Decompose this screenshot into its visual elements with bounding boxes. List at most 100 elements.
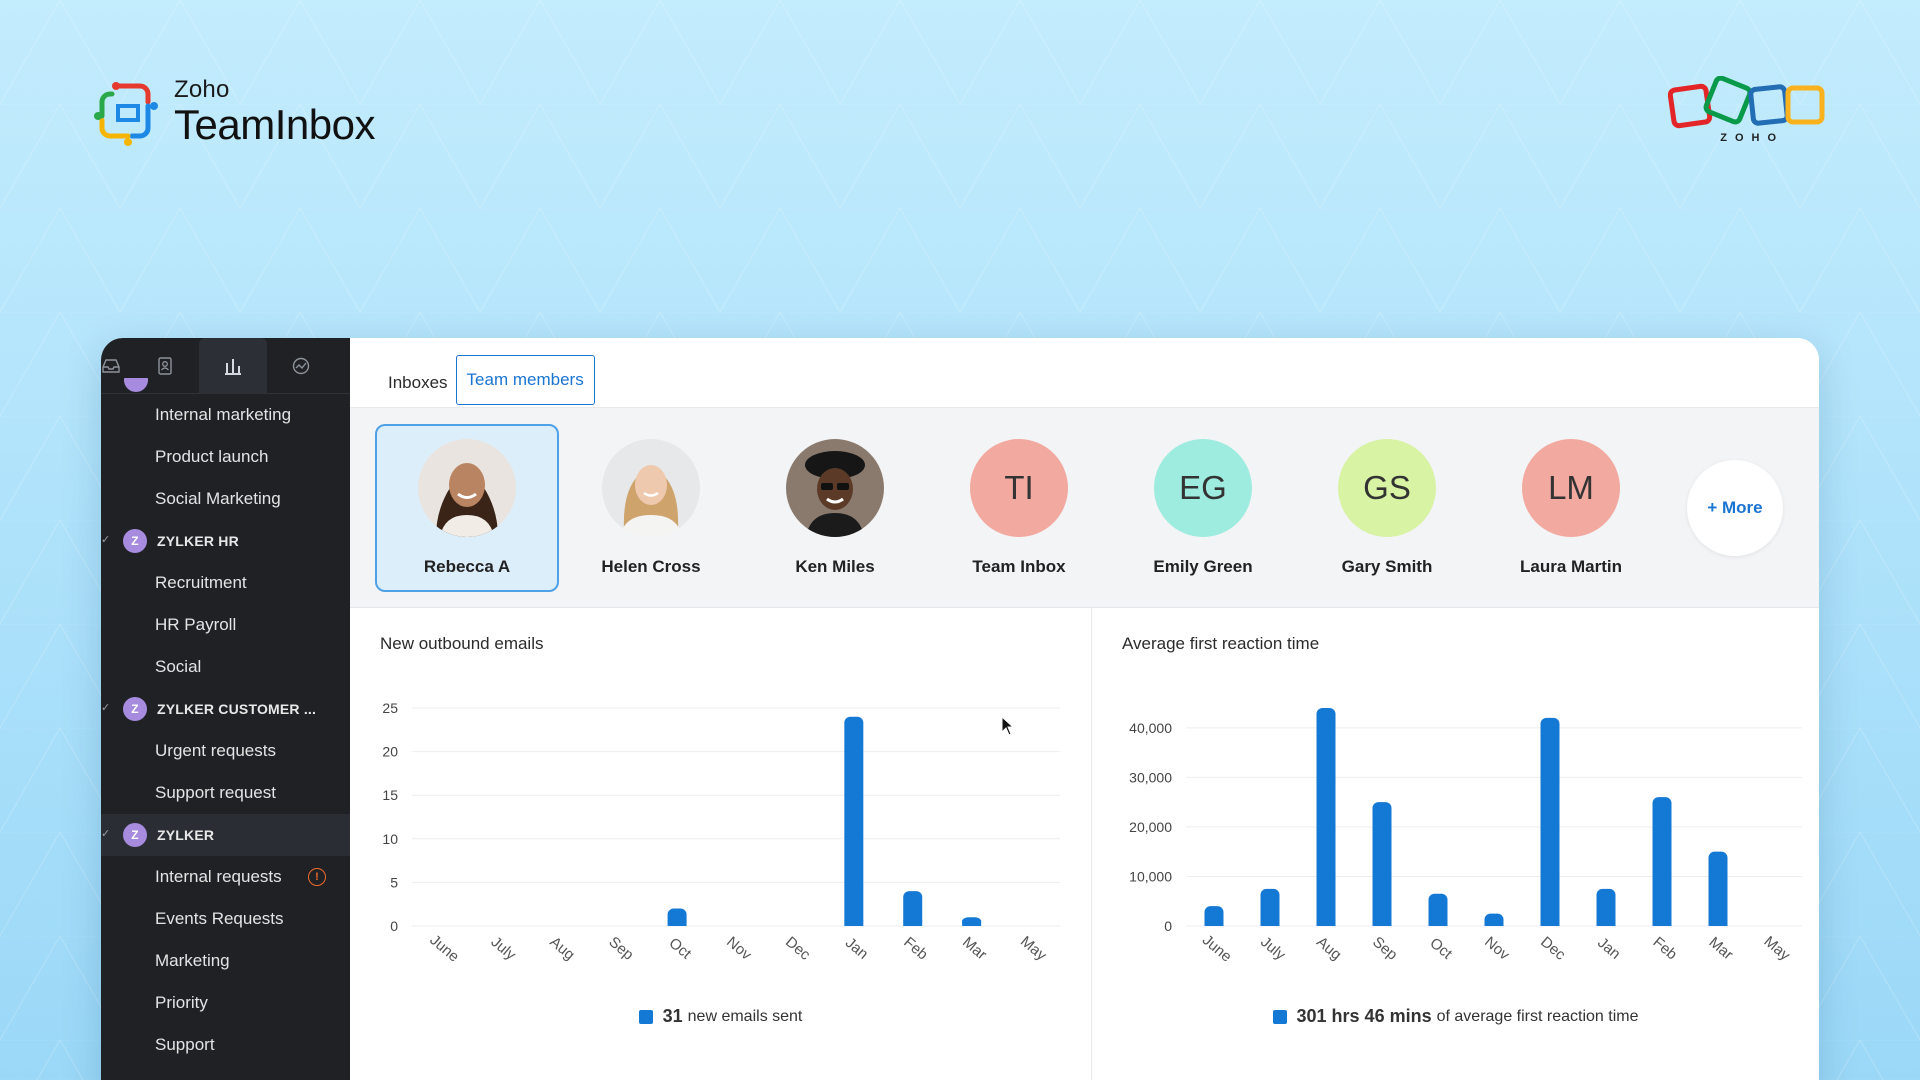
member-card[interactable]: Ken Miles <box>743 424 927 592</box>
group-avatar: Z <box>123 823 147 847</box>
chart-bar <box>1708 851 1728 926</box>
sidebar-item[interactable]: Support request <box>155 783 276 802</box>
sidebar-group-zylker-hr[interactable]: ✓ Z ZYLKER HR <box>101 520 350 562</box>
group-avatar: Z <box>123 697 147 721</box>
group-name: ZYLKER <box>157 827 215 843</box>
member-card[interactable]: TI Team Inbox <box>927 424 1111 592</box>
x-tick-label: Mar <box>1706 934 1737 964</box>
sidebar-item[interactable]: Support <box>155 1035 215 1054</box>
y-tick-label: 10 <box>382 831 398 847</box>
tab-inboxes[interactable]: Inboxes <box>388 373 448 392</box>
sidebar: Internal marketing Product launch Social… <box>101 338 350 1080</box>
sidebar-item[interactable]: HR Payroll <box>155 615 237 634</box>
member-name: Team Inbox <box>972 556 1066 576</box>
member-name: Gary Smith <box>1341 556 1433 576</box>
chart-legend: 301 hrs 46 mins of average first reactio… <box>1092 1006 1819 1027</box>
y-tick-label: 25 <box>382 700 398 716</box>
members-strip: Rebecca A Helen Cross <box>350 408 1819 608</box>
group-name: ZYLKER HR <box>157 533 239 549</box>
zoho-logo-icon <box>1668 76 1825 129</box>
chart-bar <box>1540 717 1560 926</box>
x-tick-label: Jan <box>842 934 871 963</box>
x-tick-label: Mar <box>959 934 990 964</box>
chart-legend: 31 new emails sent <box>350 1006 1091 1027</box>
x-tick-label: May <box>1017 933 1050 965</box>
sidebar-tab-reports[interactable] <box>199 338 267 394</box>
chart-bar-base <box>1316 920 1336 926</box>
chart-panel-outbound: New outbound emails 25 20 15 10 5 0 June July Au… <box>350 608 1092 1080</box>
chart-bar <box>1316 708 1336 926</box>
sidebar-item[interactable]: Recruitment <box>155 573 247 592</box>
y-tick-label: 0 <box>390 918 398 934</box>
member-name: Ken Miles <box>795 556 875 576</box>
x-tick-label: June <box>1199 932 1235 966</box>
warning-icon: ! <box>308 868 326 886</box>
x-tick-label: July <box>1257 933 1289 963</box>
chart-bar-base <box>903 920 923 926</box>
outbound-emails-chart: 25 20 15 10 5 0 June July Aug Sep Oct Nov Dec Jan Feb M… <box>382 700 1060 966</box>
view-tabs: Inboxes Team members <box>350 338 1819 408</box>
chart-bar-base <box>1596 920 1616 926</box>
more-members-button[interactable]: + More <box>1687 459 1783 556</box>
sidebar-group-zylker-customer[interactable]: ✓ Z ZYLKER CUSTOMER ... <box>101 688 350 730</box>
avatar-photo-icon <box>602 438 700 537</box>
member-initials-avatar: EG <box>1154 438 1252 537</box>
sidebar-item[interactable]: Internal marketing <box>155 405 292 424</box>
group-avatar: Z <box>123 529 147 553</box>
mouse-cursor-icon <box>1001 716 1015 736</box>
sidebar-item[interactable]: Internal requests ! <box>101 856 350 898</box>
sidebar-item[interactable]: Urgent requests <box>155 741 276 760</box>
sidebar-item[interactable]: Product launch <box>155 447 269 466</box>
zoho-logo-text: ZOHO <box>1720 132 1784 144</box>
sidebar-group-partial[interactable] <box>101 378 350 394</box>
sidebar-item[interactable]: Priority <box>155 993 208 1012</box>
chart-bar-base <box>1204 920 1224 926</box>
x-tick-label: Dec <box>1537 933 1569 963</box>
x-tick-label: July <box>488 933 520 963</box>
group-name: ZYLKER CUSTOMER ... <box>157 701 317 717</box>
sidebar-item[interactable]: Social Marketing <box>155 489 281 508</box>
tab-team-members[interactable]: Team members <box>455 355 595 405</box>
sidebar-tab-inbox[interactable] <box>101 338 131 394</box>
x-tick-label: Dec <box>782 933 814 963</box>
x-tick-label: May <box>1761 933 1794 965</box>
legend-swatch <box>638 1009 653 1024</box>
member-card[interactable]: LM Laura Martin <box>1479 424 1663 592</box>
sidebar-tab-contacts[interactable] <box>131 338 199 394</box>
chart-bar <box>1372 802 1392 926</box>
legend-text: of average first reaction time <box>1436 1007 1639 1025</box>
member-card[interactable]: GS Gary Smith <box>1295 424 1479 592</box>
x-tick-label: June <box>426 932 462 966</box>
member-initials-avatar: TI <box>970 438 1068 537</box>
chart-title: Average first reaction time <box>1122 634 1320 653</box>
legend-value: 301 hrs 46 mins <box>1296 1006 1432 1026</box>
chart-bar-base <box>962 920 982 926</box>
member-photo <box>602 438 700 537</box>
sidebar-item[interactable]: Social <box>155 657 202 676</box>
member-card[interactable]: EG Emily Green <box>1111 424 1295 592</box>
member-card[interactable]: Helen Cross <box>559 424 743 592</box>
sidebar-tabs <box>101 338 350 394</box>
brand-product-name: TeamInbox <box>174 101 375 148</box>
sidebar-group-zylker[interactable]: ✓ Z ZYLKER <box>101 814 350 856</box>
x-tick-label: Sep <box>1369 933 1400 963</box>
x-tick-label: Feb <box>900 934 931 964</box>
y-tick-label: 5 <box>390 874 398 890</box>
avatar-photo-icon <box>786 438 884 537</box>
member-name: Rebecca A <box>423 556 511 576</box>
sidebar-tab-activity[interactable] <box>267 338 335 394</box>
sidebar-item[interactable]: Marketing <box>155 951 230 970</box>
sidebar-item[interactable]: Events Requests <box>155 909 284 928</box>
member-card[interactable]: Rebecca A <box>375 423 559 592</box>
y-tick-label: 10,000 <box>1129 868 1172 884</box>
member-name: Laura Martin <box>1519 556 1623 576</box>
chart-bar <box>844 716 864 926</box>
chart-bar-base <box>667 920 687 926</box>
chart-bar-base <box>1652 920 1672 926</box>
chart-bar <box>903 891 923 926</box>
legend-text: new emails sent <box>687 1007 803 1025</box>
member-photo <box>786 438 884 537</box>
chart-bar-base <box>1540 920 1560 926</box>
member-initials-avatar: LM <box>1522 438 1620 537</box>
legend-value: 31 <box>662 1006 683 1026</box>
